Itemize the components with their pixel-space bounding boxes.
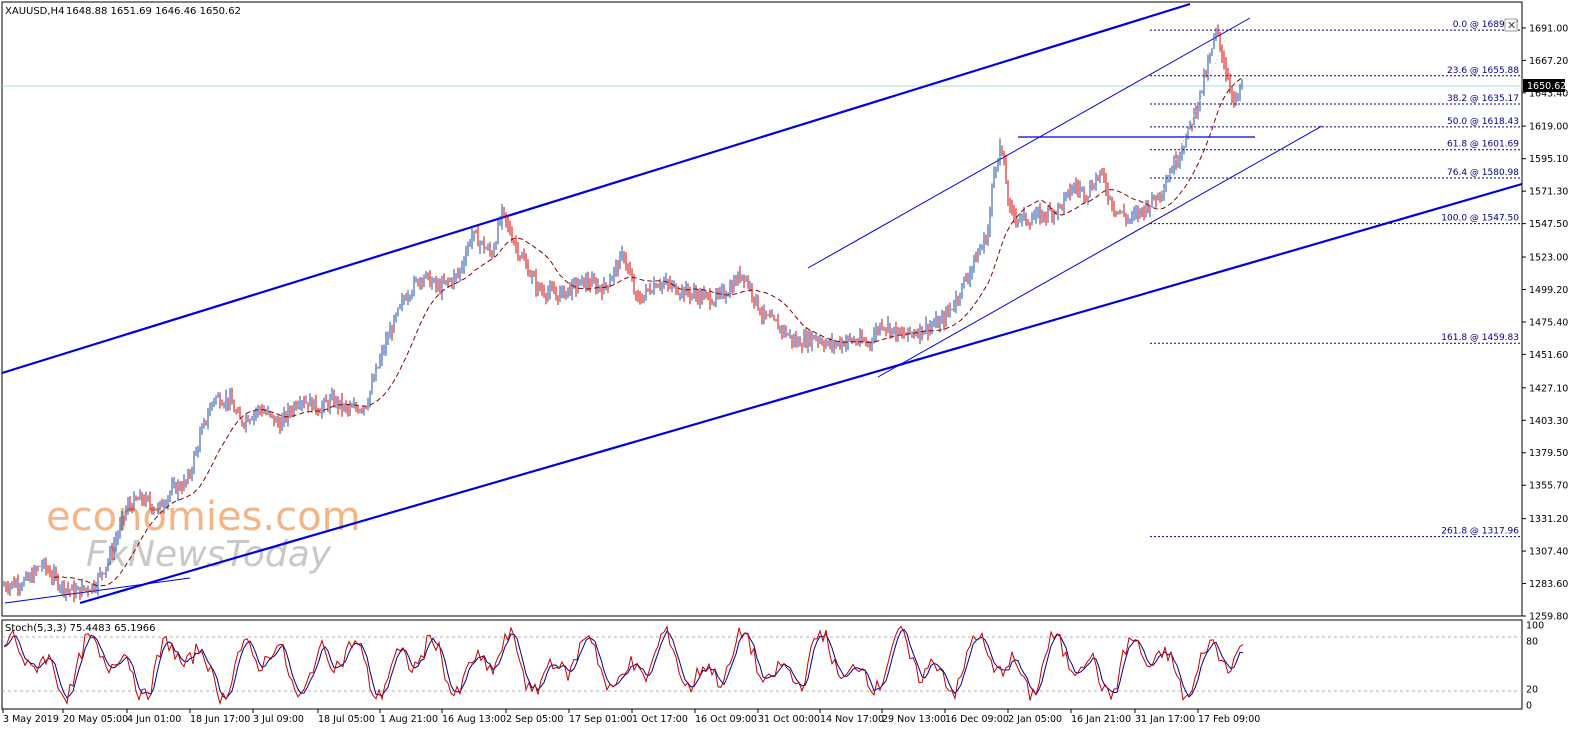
- time-tick-label: 17 Sep 01:00: [569, 714, 632, 725]
- price-tick-label: 1619.00: [1529, 122, 1568, 133]
- moving-average-line: [53, 77, 1243, 587]
- time-tick-label: 18 Jun 17:00: [190, 714, 250, 725]
- price-tick-label: 1451.60: [1529, 350, 1568, 361]
- stoch-tick-label: 100: [1526, 621, 1544, 632]
- main-channel-lower[interactable]: [79, 182, 1523, 605]
- time-tick-label: 16 Oct 09:00: [695, 714, 757, 725]
- ohlc-label: 1648.88 1651.69 1646.46 1650.62: [66, 6, 241, 17]
- price-tick-label: 1595.10: [1529, 154, 1568, 165]
- stoch-label: Stoch(5,3,3) 75.4483 65.1966: [5, 623, 156, 634]
- fib-level-label: 23.6 @ 1655.88: [1447, 66, 1519, 76]
- fib-level-label: 261.8 @ 1317.96: [1441, 527, 1519, 537]
- main-channel-upper[interactable]: [1, 2, 1191, 375]
- fib-level-label: 0.0 @ 1689.37: [1453, 20, 1519, 30]
- time-tick-label: 2 Jan 05:00: [1008, 714, 1062, 725]
- price-tick-label: 1331.20: [1529, 514, 1568, 525]
- price-tick-label: 1571.30: [1529, 187, 1568, 198]
- stoch-main-line: [3, 625, 1244, 706]
- fib-level-label: 50.0 @ 1618.43: [1447, 117, 1519, 127]
- time-tick-label: 2 Sep 05:00: [506, 714, 563, 725]
- price-tick-label: 1691.00: [1529, 23, 1568, 34]
- time-tick-label: 1 Aug 21:00: [380, 714, 438, 725]
- price-tick-label: 1283.60: [1529, 579, 1568, 590]
- time-tick-label: 18 Jul 05:00: [318, 714, 375, 725]
- price-tick-label: 1355.70: [1529, 481, 1568, 492]
- time-tick-label: 16 Jan 21:00: [1071, 714, 1131, 725]
- close-chart-button[interactable]: ✕: [1504, 18, 1518, 32]
- time-tick-label: 3 Jul 09:00: [253, 714, 304, 725]
- current-price-value: 1650.62: [1527, 81, 1566, 92]
- price-candles: [3, 24, 1243, 603]
- fib-level-label: 38.2 @ 1635.17: [1447, 94, 1519, 104]
- fibonacci-levels: 0.0 @ 1689.37 23.6 @ 1655.88 38.2 @ 1635.1…: [1150, 20, 1522, 538]
- time-tick-label: 16 Aug 13:00: [442, 714, 506, 725]
- price-tick-label: 1427.10: [1529, 383, 1568, 394]
- stoch-tick-label: 0: [1526, 701, 1532, 712]
- price-tick-label: 1547.50: [1529, 219, 1568, 230]
- fib-level-label: 100.0 @ 1547.50: [1441, 214, 1519, 224]
- close-icon: ✕: [1507, 19, 1516, 32]
- small-channel-upper[interactable]: [807, 17, 1251, 269]
- watermark: economies.com FxNewsToday: [46, 494, 361, 575]
- stoch-panel: [1, 619, 1523, 710]
- stoch-tick-label: 80: [1526, 637, 1538, 648]
- time-tick-label: 4 Jun 01:00: [127, 714, 181, 725]
- symbol-label: XAUUSD,H4: [5, 6, 64, 17]
- time-tick-label: 20 May 05:00: [63, 714, 128, 725]
- time-tick-label: 17 Feb 09:00: [1198, 714, 1260, 725]
- fib-level-label: 76.4 @ 1580.98: [1447, 168, 1519, 178]
- small-channel-lower[interactable]: [877, 125, 1323, 378]
- watermark-line1: economies.com: [46, 494, 361, 540]
- time-tick-label: 1 Oct 17:00: [632, 714, 688, 725]
- time-tick-label: 3 May 2019: [3, 714, 59, 725]
- stoch-tick-label: 20: [1526, 685, 1538, 696]
- time-tick-label: 16 Dec 09:00: [945, 714, 1009, 725]
- price-tick-label: 1499.20: [1529, 285, 1568, 296]
- price-tick-label: 1475.40: [1529, 317, 1568, 328]
- fib-level-label: 61.8 @ 1601.69: [1447, 140, 1519, 150]
- time-tick-label: 14 Nov 17:00: [820, 714, 884, 725]
- time-axis[interactable]: 3 May 2019 20 May 05:004 Jun 01:00 18 Jun …: [2, 709, 1260, 725]
- price-tick-label: 1523.00: [1529, 253, 1568, 264]
- stochastic-oscillator: [2, 625, 1522, 706]
- time-tick-label: 31 Jan 17:00: [1135, 714, 1195, 725]
- price-tick-label: 1643.40: [1529, 88, 1568, 99]
- time-tick-label: 31 Oct 00:00: [758, 714, 820, 725]
- fib-level-label: 161.8 @ 1459.83: [1441, 333, 1519, 343]
- price-tick-label: 1307.40: [1529, 547, 1568, 558]
- price-axis[interactable]: 1691.00 1667.20 1643.40 1619.00 1595.10 1571.…: [1522, 23, 1568, 623]
- price-tick-label: 1379.50: [1529, 448, 1568, 459]
- price-tick-label: 1403.30: [1529, 416, 1568, 427]
- time-tick-label: 29 Nov 13:00: [882, 714, 946, 725]
- current-price-badge: 1650.62: [1523, 79, 1566, 92]
- price-tick-label: 1667.20: [1529, 56, 1568, 67]
- stoch-axis: 100 80 20 0: [1526, 621, 1544, 712]
- price-tick-label: 1259.80: [1529, 612, 1568, 623]
